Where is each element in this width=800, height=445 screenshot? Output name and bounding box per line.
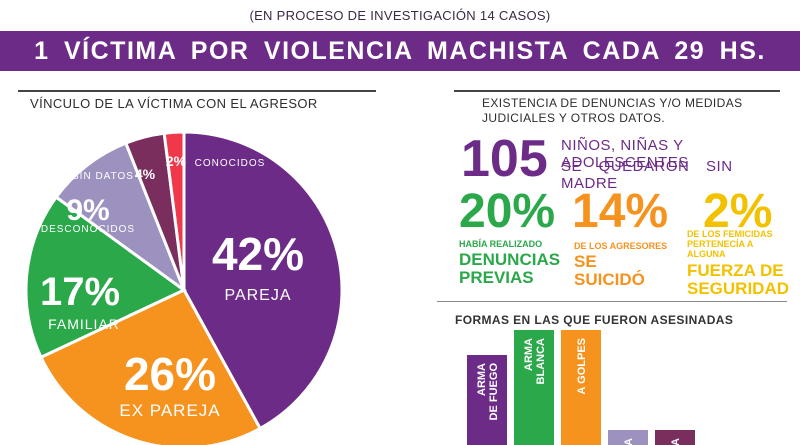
pie-category-label: FAMILIAR [48,316,120,332]
bar-arma-de-fuego [467,355,507,445]
stat-security-strong-2: SEGURIDAD [687,279,790,298]
pie-slice-pareja [182,130,344,431]
pie-slice-familiar [24,195,187,360]
bar-category-label: ARMA [476,363,488,396]
stat-complaints-pct: 20% [459,185,556,238]
pie-category-label: SIN DATOS [72,171,134,182]
pie-slice-desconocidos [54,141,188,295]
stats-top-rule [454,90,780,92]
headline-banner: 1 VÍCTIMA POR VIOLENCIA MACHISTA CADA 29… [0,31,800,71]
headline-text: 1 VÍCTIMA POR VIOLENCIA MACHISTA CADA 29… [34,37,766,65]
pie-pct-label: 9% [66,194,109,227]
bar-arma-blanca [514,330,554,445]
pie-slice-ex-pareja [39,288,263,445]
stats-title-line-1: EXISTENCIA DE DENUNCIAS Y/O MEDIDAS [482,96,743,110]
bar-category-label: BLANCA [535,338,547,384]
stat-suicide-pct: 14% [572,185,669,238]
stat-suicide-strong-2: SUICIDÓ [574,270,645,289]
pie-category-label: EX PAREJA [119,401,220,420]
stat-complaints-strong-2: PREVIAS [459,268,534,287]
pie-pct-label: 17% [40,270,120,314]
pie-pct-label: 42% [212,228,304,280]
pie-pct-label: 2% [166,153,187,169]
stat-security-small-3: ALGUNA [687,249,726,259]
investigation-note: (EN PROCESO DE INVESTIGACIÓN 14 CASOS) [249,8,551,23]
pie-chart-title: VÍNCULO DE LA VÍCTIMA CON EL AGRESOR [30,96,318,111]
bar-a [655,430,695,445]
stat-security-small-1: DE LOS FEMICIDAS [687,229,773,239]
pie-top-rule [18,90,376,92]
bar-category-label: DE FUEGO [488,363,500,421]
pie-category-label: PAREJA [224,287,291,304]
bar-chart-title: FORMAS EN LAS QUE FUERON ASESINADAS [455,313,734,327]
bar-category-label: A GOLPES [576,338,588,394]
bar-category-label: A [623,438,635,445]
stat-security-strong-1: FUERZA DE [687,261,784,280]
stat-security-pct: 2% [703,185,773,238]
stat-suicide-small: DE LOS AGRESORES [574,241,668,251]
bar-category-label: ARMA [523,338,535,371]
relationship-pie-chart: 42% PAREJA 26%EX PAREJA 17% FAMILIAR 9%DESCON… [24,130,344,445]
pie-pct-label: 26% [124,348,216,400]
pie-slice-conocidos [162,130,186,291]
stat-complaints-small: HABÍA REALIZADO [459,239,543,249]
pie-pct-label: 4% [135,166,156,182]
bar-a-golpes [561,330,601,445]
stat-complaints-strong-1: DENUNCIAS [459,250,561,269]
stat-suicide-strong-1: SE [574,252,597,271]
bar-category-label: A [670,438,682,445]
stat-security-small-2: PERTENECÍA A [687,239,754,249]
children-line-2: SE QUEDARON SIN MADRE [561,158,733,192]
children-line-1: NIÑOS, NIÑAS Y ADOLESCENTES [561,137,689,171]
children-number: 105 [461,130,548,188]
pie-category-label: CONOCIDOS [195,158,266,169]
pie-category-label: DESCONOCIDOS [41,224,135,235]
stats-title-line-2: JUDICIALES Y OTROS DATOS. [482,111,666,125]
bars-top-rule [437,301,787,302]
bar-a [608,430,648,445]
